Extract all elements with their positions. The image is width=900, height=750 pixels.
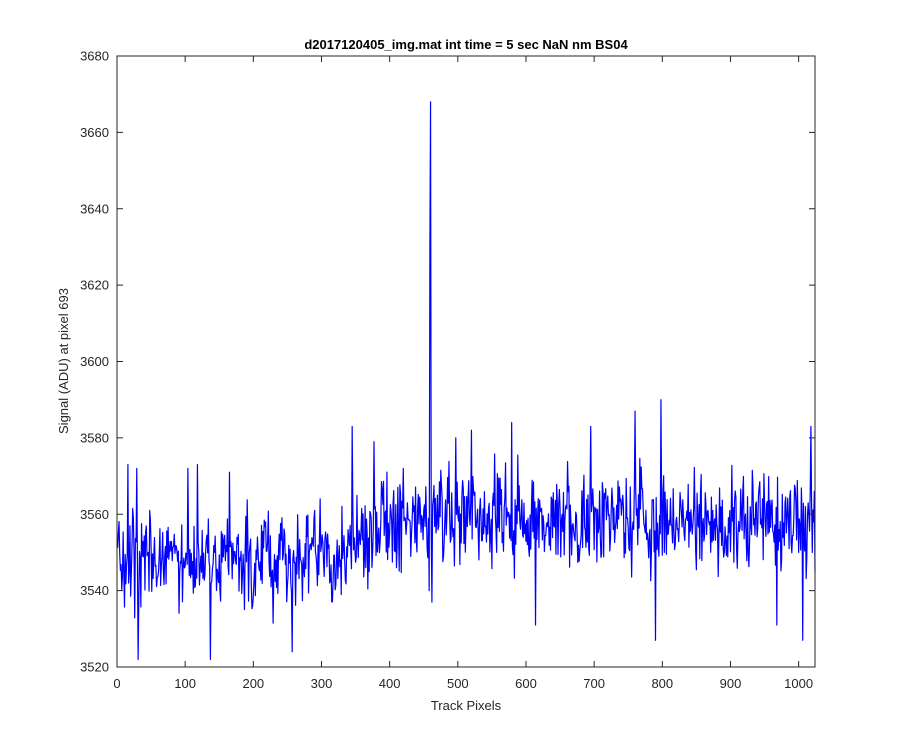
x-tick-label: 500: [447, 676, 469, 691]
y-tick-label: 3540: [80, 583, 109, 598]
y-axis-label: Signal (ADU) at pixel 693: [56, 288, 71, 434]
x-tick-label: 200: [242, 676, 264, 691]
chart-title: d2017120405_img.mat int time = 5 sec NaN…: [304, 37, 628, 52]
x-tick-label: 0: [113, 676, 120, 691]
x-tick-label: 800: [651, 676, 673, 691]
x-tick-label: 700: [583, 676, 605, 691]
y-tick-label: 3640: [80, 201, 109, 216]
x-axis-label: Track Pixels: [431, 698, 502, 713]
ticks-layer: 0 100 200 300 400 500 600 700 800 900 1000 3520 3540…: [80, 49, 815, 691]
x-tick-label: 1000: [784, 676, 813, 691]
y-tick-label: 3680: [80, 49, 109, 64]
plot-area: [117, 56, 815, 667]
series-line: [117, 101, 816, 660]
x-tick-label: 100: [174, 676, 196, 691]
y-tick-label: 3560: [80, 507, 109, 522]
y-tick-label: 3600: [80, 354, 109, 369]
x-tick-label: 600: [515, 676, 537, 691]
y-tick-label: 3620: [80, 278, 109, 293]
series-layer: [117, 101, 816, 660]
x-tick-label: 400: [379, 676, 401, 691]
x-tick-label: 900: [720, 676, 742, 691]
x-tick-label: 300: [311, 676, 333, 691]
y-tick-label: 3520: [80, 660, 109, 675]
y-tick-label: 3580: [80, 430, 109, 445]
y-tick-label: 3660: [80, 125, 109, 140]
